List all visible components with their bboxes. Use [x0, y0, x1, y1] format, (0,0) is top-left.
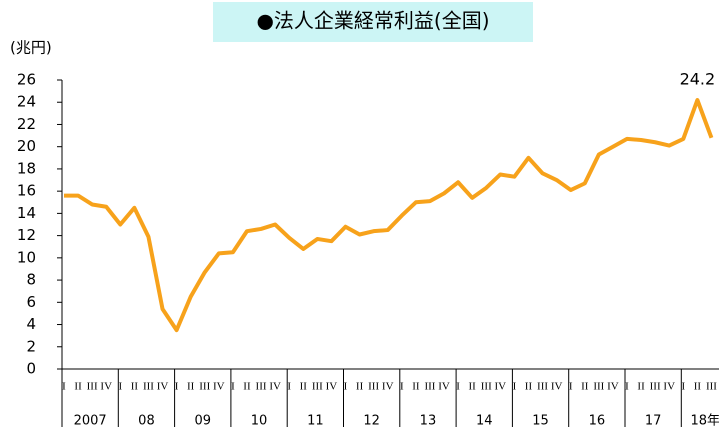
group-label: 09	[194, 414, 211, 427]
group-label: 13	[420, 414, 437, 427]
y-tick-label: 24	[17, 93, 36, 111]
x-tick-label: I	[118, 381, 122, 393]
group-label: 15	[532, 414, 549, 427]
group-label: 17	[645, 414, 662, 427]
x-tick-label: II	[74, 381, 82, 393]
y-tick-label: 0	[26, 360, 36, 378]
x-tick-label: I	[625, 381, 629, 393]
x-tick-label: I	[62, 381, 66, 393]
x-tick-label: II	[525, 381, 533, 393]
x-tick-label: III	[650, 381, 661, 393]
y-axis-label: (兆円)	[10, 39, 52, 57]
x-tick-label: II	[131, 381, 139, 393]
x-tick-label: I	[231, 381, 235, 393]
x-tick-label: IV	[551, 381, 563, 393]
group-label: 08	[138, 414, 155, 427]
group-label: 18年	[691, 414, 719, 427]
x-tick-label: II	[356, 381, 364, 393]
x-tick-label: I	[513, 381, 517, 393]
x-tick-label: IV	[269, 381, 281, 393]
y-tick-label: 8	[26, 271, 36, 289]
y-tick-label: 18	[17, 159, 36, 177]
x-tick-label: II	[637, 381, 645, 393]
x-tick-label: III	[143, 381, 154, 393]
x-tick-label: II	[412, 381, 420, 393]
y-tick-label: 4	[26, 315, 36, 333]
group-label: 11	[307, 414, 324, 427]
x-tick-label: IV	[100, 381, 112, 393]
x-tick-label: I	[569, 381, 573, 393]
x-tick-label: III	[481, 381, 492, 393]
y-tick-label: 20	[17, 137, 36, 155]
line	[64, 98, 714, 333]
x-tick-label: IV	[382, 381, 394, 393]
x-tick-label: I	[456, 381, 460, 393]
x-tick-label: I	[400, 381, 404, 393]
group-label: 12	[363, 414, 380, 427]
data-label: 24.2	[680, 70, 716, 89]
x-tick-label: III	[368, 381, 379, 393]
x-tick-label: I	[175, 381, 179, 393]
chart-title: ●法人企業経常利益(全国)	[256, 9, 489, 33]
y-tick-label: 14	[17, 204, 36, 222]
x-tick-label: III	[256, 381, 267, 393]
x-tick-label: IV	[157, 381, 169, 393]
x-tick-label: IV	[438, 381, 450, 393]
x-tick-label: III	[593, 381, 604, 393]
y-tick-label: 22	[17, 115, 36, 133]
group-label: 16	[589, 414, 606, 427]
x-tick-label: I	[344, 381, 348, 393]
x-tick-label: II	[469, 381, 477, 393]
y-tick-label: 12	[17, 226, 36, 244]
y-tick-label: 10	[17, 248, 36, 266]
group-label: 2007	[74, 414, 107, 427]
y-tick-label: 16	[17, 182, 36, 200]
x-tick-label: II	[187, 381, 195, 393]
x-tick-label: I	[287, 381, 291, 393]
x-tick-label: IV	[213, 381, 225, 393]
y-tick-label: 6	[26, 293, 36, 311]
x-tick-label: III	[424, 381, 435, 393]
x-tick-label: II	[243, 381, 251, 393]
title-box	[213, 2, 533, 42]
x-tick-label: IV	[326, 381, 338, 393]
y-tick-label: 2	[26, 337, 36, 355]
y-tick-label: 26	[17, 71, 36, 89]
x-tick-label: IV	[495, 381, 507, 393]
group-label: 14	[476, 414, 493, 427]
x-tick-label: I	[681, 381, 685, 393]
x-tick-label: II	[581, 381, 589, 393]
x-tick-label: III	[706, 381, 717, 393]
x-tick-label: II	[300, 381, 308, 393]
x-tick-label: III	[312, 381, 323, 393]
x-tick-label: III	[537, 381, 548, 393]
group-label: 10	[251, 414, 268, 427]
x-tick-label: III	[199, 381, 210, 393]
x-tick-label: III	[87, 381, 98, 393]
x-tick-label: II	[694, 381, 702, 393]
x-tick-label: IV	[663, 381, 675, 393]
x-tick-label: IV	[607, 381, 619, 393]
